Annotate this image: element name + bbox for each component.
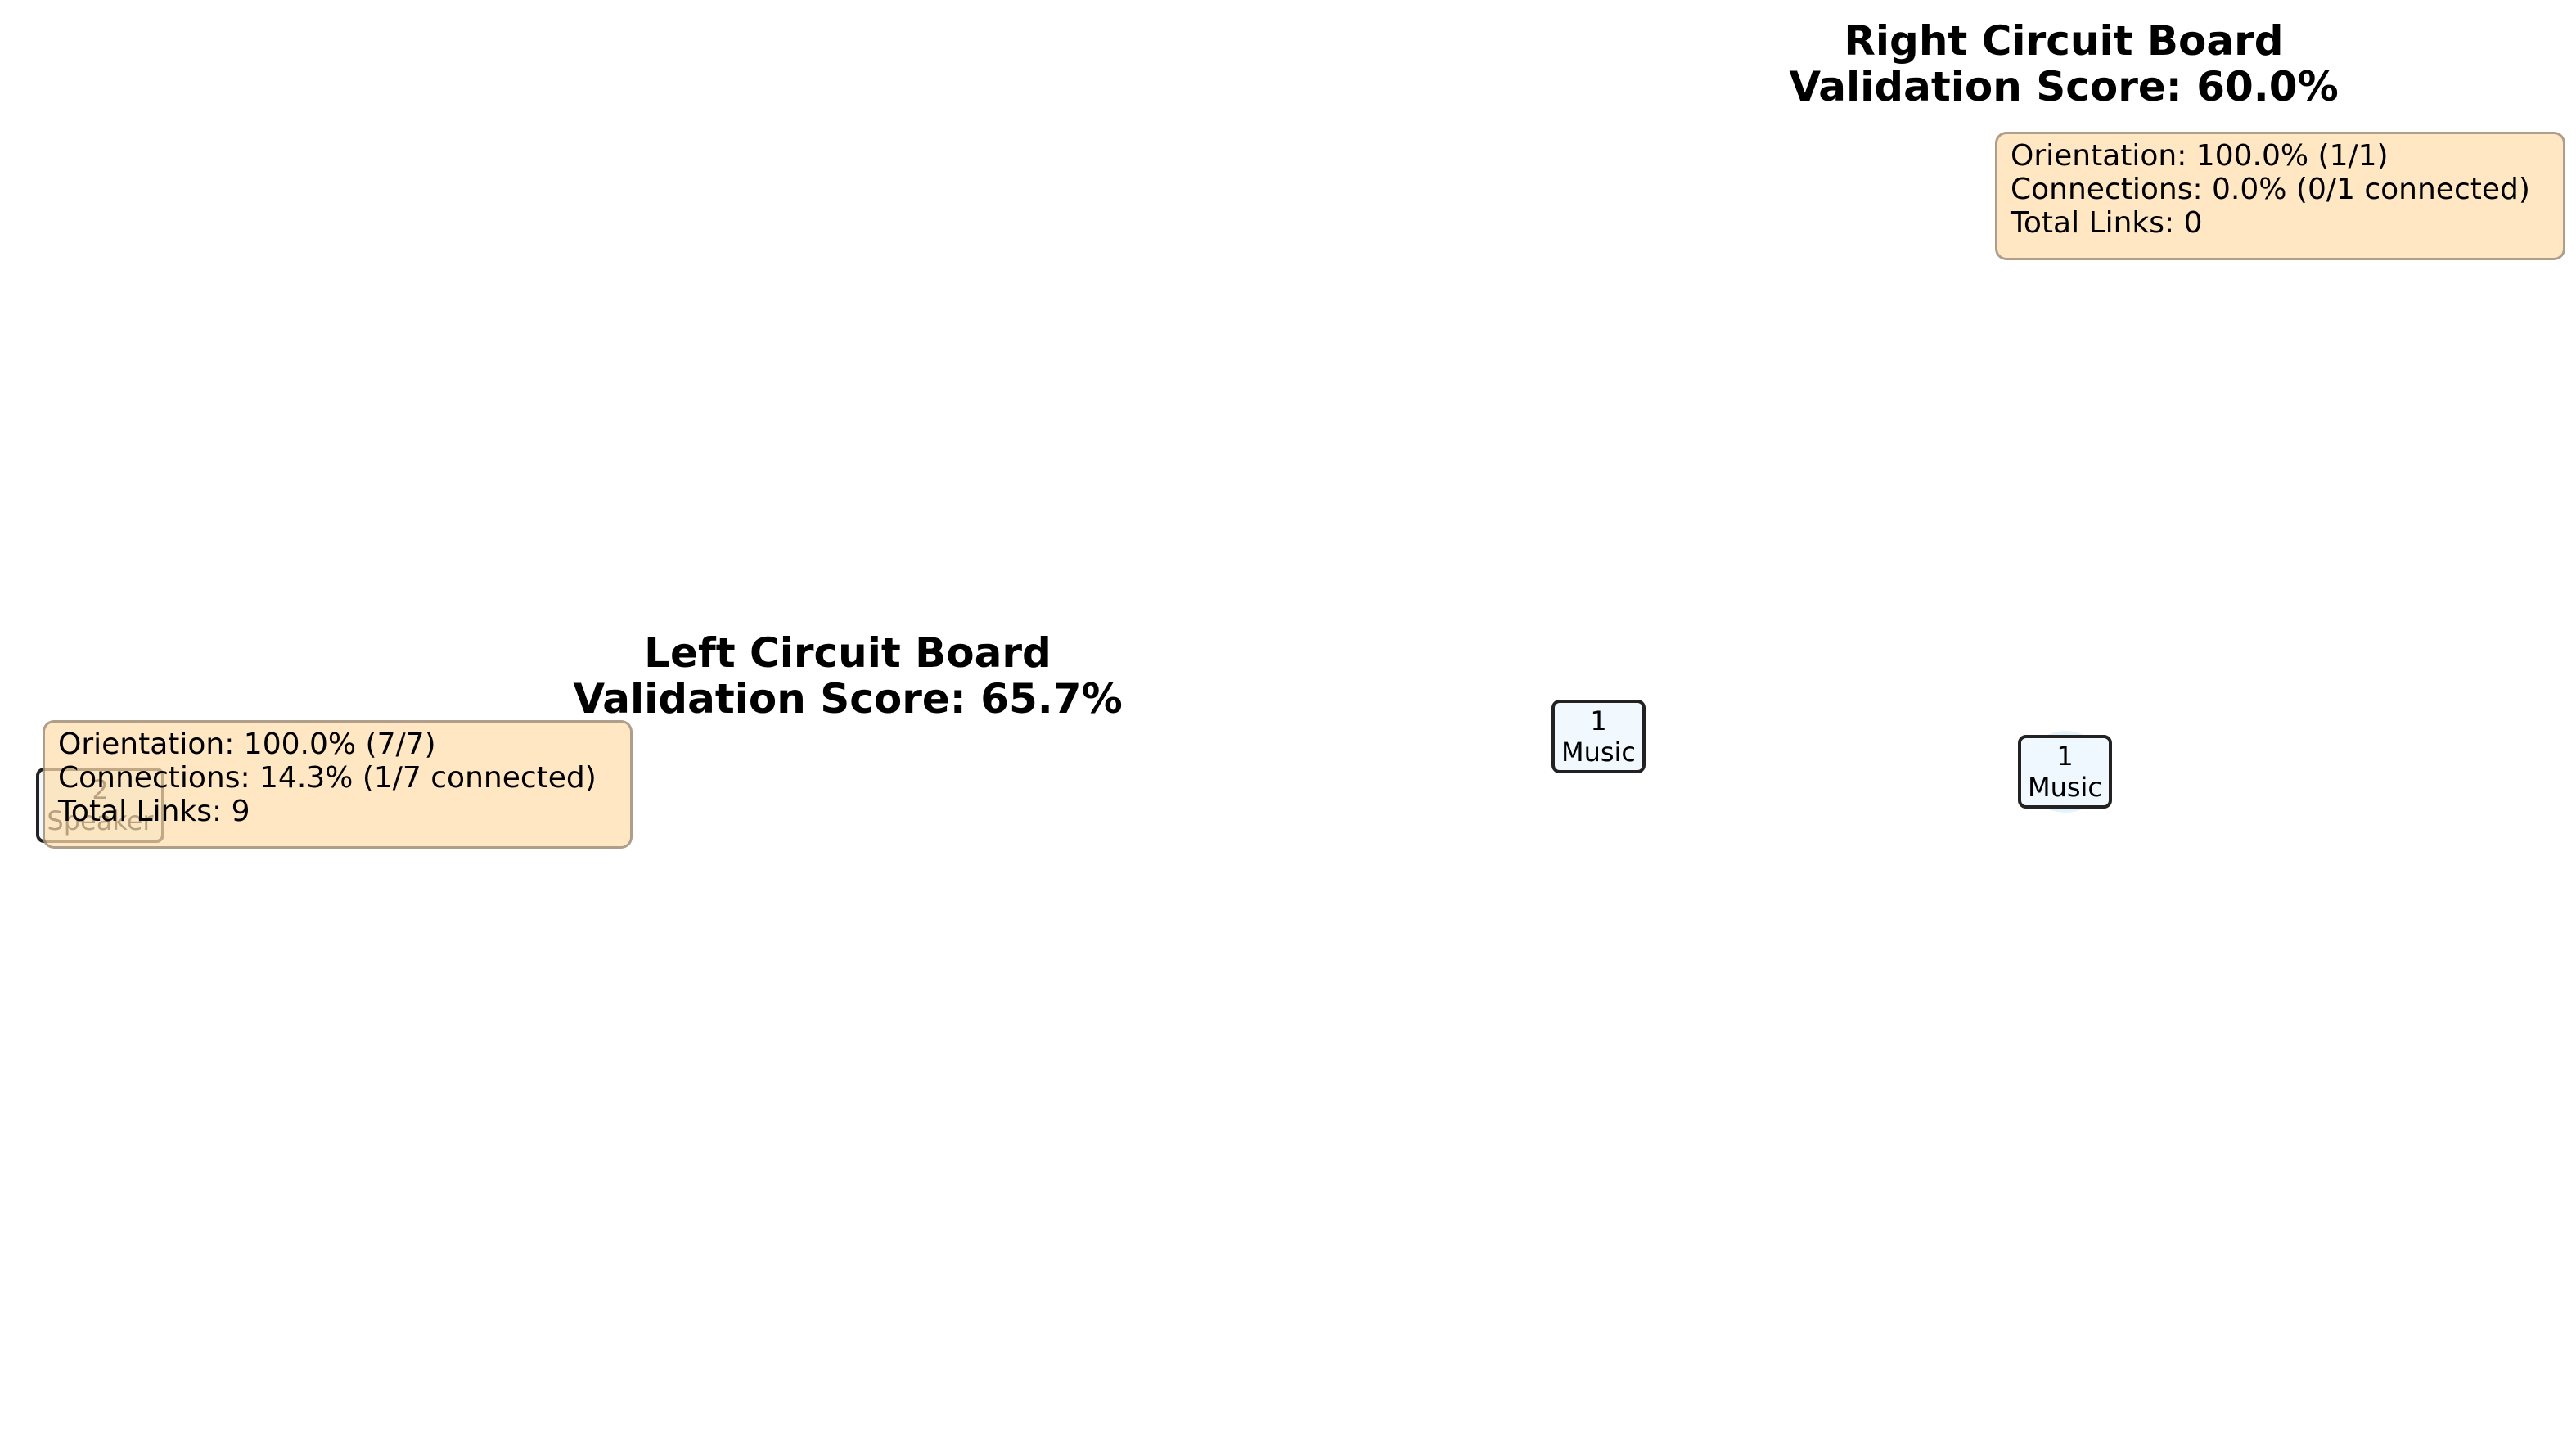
stats-box: Orientation: 100.0% (1/1) Connections: 0…	[1995, 132, 2565, 260]
node-label: Music	[2027, 772, 2103, 803]
node: 1 Music	[2018, 735, 2112, 809]
node-number: 1	[1590, 705, 1607, 737]
score: Validation Score: 60.0%	[1789, 63, 2339, 110]
node-number: 1	[2056, 741, 2074, 772]
stat: Orientation: 100.0% (1/1)	[2011, 139, 2389, 173]
stat: Connections: 0.0% (0/1 connected)	[2011, 173, 2530, 206]
title: Right Circuit Board	[1844, 17, 2284, 65]
stats-box: Orientation: 100.0% (7/7) Connections: 1…	[43, 720, 633, 849]
score: Validation Score: 65.7%	[573, 675, 1123, 723]
node: 1 Music	[1551, 700, 1646, 773]
panel-title: Left Circuit Board Validation Score: 65.…	[573, 630, 1122, 722]
title: Left Circuit Board	[644, 629, 1052, 677]
stat: Connections: 14.3% (1/7 connected)	[58, 761, 597, 795]
stat: Total Links: 0	[2011, 206, 2203, 240]
node-label: Music	[1560, 737, 1637, 768]
panel-title: Right Circuit Board Validation Score: 60…	[1789, 18, 2338, 110]
stat: Total Links: 9	[58, 795, 250, 828]
stat: Orientation: 100.0% (7/7)	[58, 728, 436, 761]
